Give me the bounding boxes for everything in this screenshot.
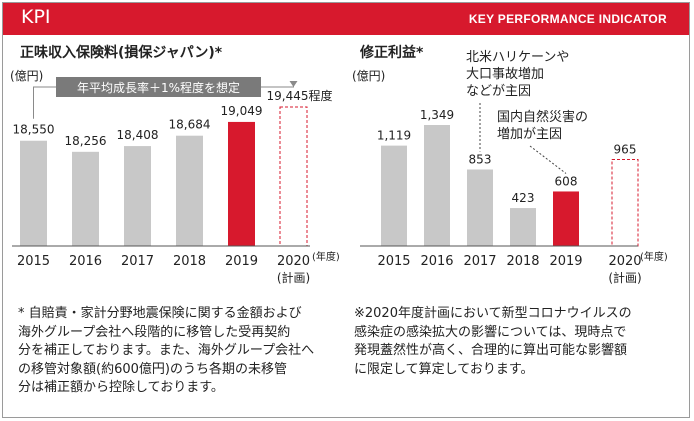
chart1-annotation-box — [56, 77, 261, 97]
chart1-annotation-arrowhead — [289, 81, 298, 87]
chart1-value-label-2019: 19,049 — [221, 104, 263, 118]
chart2-unit-label: (億円) — [352, 69, 385, 83]
chart1-tick-label-2020: 2020 — [277, 254, 310, 269]
chart2-title: 修正利益* — [359, 44, 424, 61]
chart2-tick-label-2015: 2015 — [377, 254, 410, 269]
chart1-x-unit: (年度) — [312, 250, 340, 263]
kpi-panel: KPI KEY PERFORMANCE INDICATOR — [2, 2, 690, 418]
chart2-annotation-hurricane: 北米ハリケーンや大口事故増加などが主因 — [466, 50, 569, 99]
chart2-bar-2020 — [611, 158, 639, 247]
footnote-left: * 自賠責・家計分野地震保険に関する金額および 海外グループ会社へ段階的に移管し… — [18, 306, 315, 395]
chart2-bar-2019 — [553, 191, 579, 246]
chart1-tick-label-2015: 2015 — [17, 254, 50, 269]
chart2-value-label-2020: 965 — [614, 142, 637, 156]
chart2-tick-label-2016: 2016 — [420, 254, 453, 269]
chart1-value-label-2016: 18,256 — [65, 134, 107, 148]
chart2-bar-2017 — [467, 169, 493, 246]
header-subtitle: KEY PERFORMANCE INDICATOR — [468, 12, 667, 26]
chart1-value-label-2018: 18,684 — [169, 118, 211, 132]
chart1-title: 正味収入保険料(損保ジャパン)* — [20, 44, 223, 61]
kpi-header: KPI KEY PERFORMANCE INDICATOR — [3, 3, 689, 35]
chart2-annotation-disaster: 国内自然災害の増加が主因 — [497, 109, 588, 142]
chart1-bar-2020 — [279, 106, 308, 247]
chart1-value-label-2017: 18,408 — [117, 128, 159, 142]
chart2-tick-label-2020: 2020 — [608, 254, 641, 269]
chart2-value-label-2019: 608 — [555, 174, 578, 188]
chart1-value-label-2020: 19,445程度 — [267, 88, 333, 103]
chart2-value-label-2015: 1,119 — [377, 129, 411, 143]
chart2-tick-label-2019: 2019 — [549, 254, 582, 269]
chart1-value-label-2015: 18,550 — [13, 123, 55, 137]
chart1-bar-2019 — [228, 121, 255, 246]
chart1-tick-label-2018: 2018 — [173, 254, 206, 269]
chart2-bar-2016 — [424, 125, 450, 246]
footnote-right: ※2020年度計画において新型コロナウイルスの 感染症の感染拡大の影響については… — [354, 306, 632, 377]
chart2-bar-2018 — [510, 208, 536, 246]
header-title: KPI — [21, 6, 51, 28]
chart1-bar-2018 — [176, 135, 203, 246]
chart2-tick-sublabel-2020: (計画) — [608, 270, 641, 285]
chart2-x-unit: (年度) — [640, 250, 668, 263]
chart2-value-label-2018: 423 — [512, 191, 535, 205]
chart1-annotation-text: 年平均成長率＋1%程度を想定 — [77, 80, 240, 95]
chart1-tick-sublabel-2020: (計画) — [277, 270, 310, 285]
chart1-unit-label: (億円) — [10, 69, 43, 83]
chart2-tick-label-2017: 2017 — [463, 254, 496, 269]
chart1-tick-label-2019: 2019 — [225, 254, 258, 269]
chart2-value-label-2016: 1,349 — [420, 108, 454, 122]
chart1-bar-2015 — [20, 140, 47, 246]
chart1-annotation-leader-left — [33, 86, 56, 119]
chart2-value-label-2017: 853 — [469, 152, 492, 166]
chart1-annotation-leader-right — [261, 85, 294, 88]
chart2-bar-2015 — [381, 145, 407, 246]
chart2-annotation-disaster-leader — [529, 145, 567, 174]
chart1-bar-2016 — [72, 151, 99, 246]
chart1-tick-label-2017: 2017 — [121, 254, 154, 269]
chart1-bar-2017 — [124, 146, 151, 246]
chart2-tick-label-2018: 2018 — [506, 254, 539, 269]
chart1-tick-label-2016: 2016 — [69, 254, 102, 269]
